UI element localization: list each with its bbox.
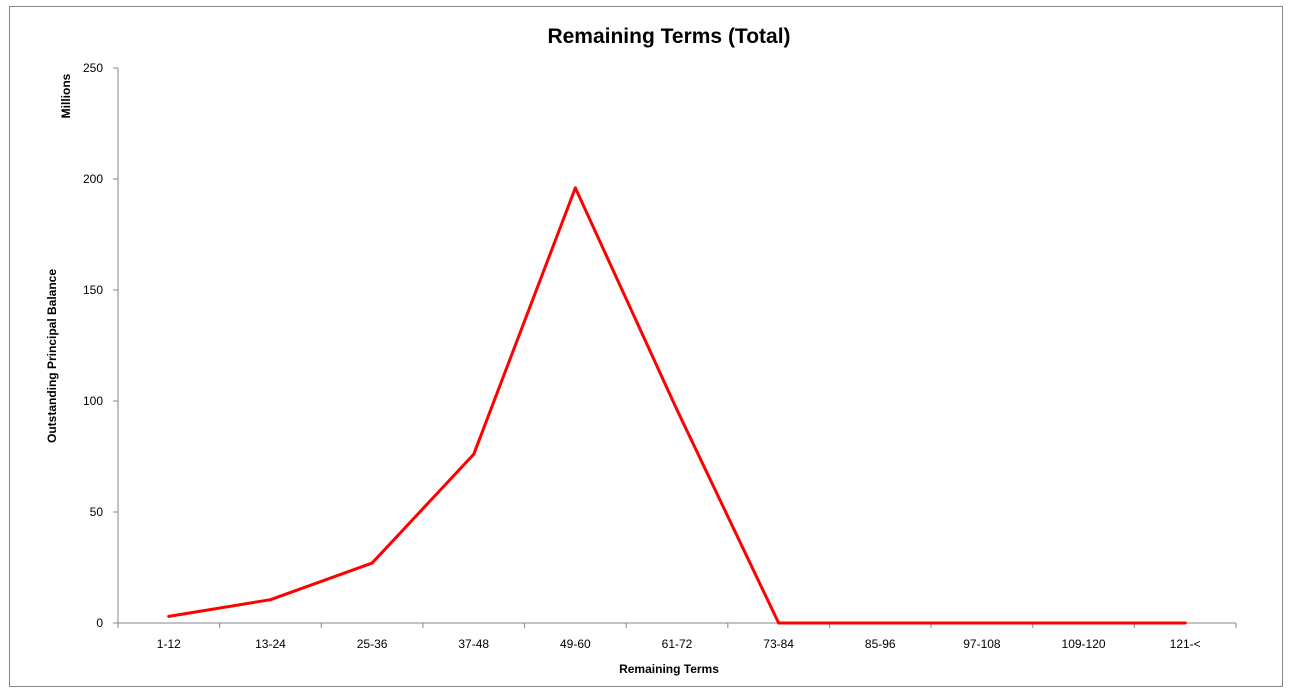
data-point [268,598,272,602]
data-point [472,452,476,456]
x-tick-label: 121-< [1170,637,1201,651]
data-point [980,621,984,625]
y-tick-label: 100 [83,394,103,408]
data-point [1082,621,1086,625]
data-point [1183,621,1187,625]
x-tick-label: 49-60 [560,637,591,651]
x-tick-label: 73-84 [763,637,794,651]
x-axis-title: Remaining Terms [619,662,719,676]
y-tick-label: 0 [96,616,103,630]
x-tick-label: 13-24 [255,637,286,651]
y-tick-label: 200 [83,172,103,186]
y-tick-label: 150 [83,283,103,297]
x-tick-label: 1-12 [157,637,181,651]
data-point [573,186,577,190]
chart-title: Remaining Terms (Total) [547,25,790,48]
y-tick-label: 250 [83,61,103,75]
x-tick-label: 85-96 [865,637,896,651]
y-tick-label: 50 [90,505,104,519]
x-tick-label: 25-36 [357,637,388,651]
data-point [167,614,171,618]
x-tick-label: 37-48 [458,637,489,651]
x-tick-label: 61-72 [662,637,693,651]
chart-area [9,6,1283,687]
series-line [167,186,1187,625]
y-axis-unit-label: Millions [59,73,73,118]
x-tick-label: 109-120 [1062,637,1106,651]
data-point [878,621,882,625]
x-tick-label: 97-108 [963,637,1001,651]
data-point [675,408,679,412]
data-point [777,621,781,625]
y-axis-title: Outstanding Principal Balance [45,269,59,443]
data-point [370,561,374,565]
